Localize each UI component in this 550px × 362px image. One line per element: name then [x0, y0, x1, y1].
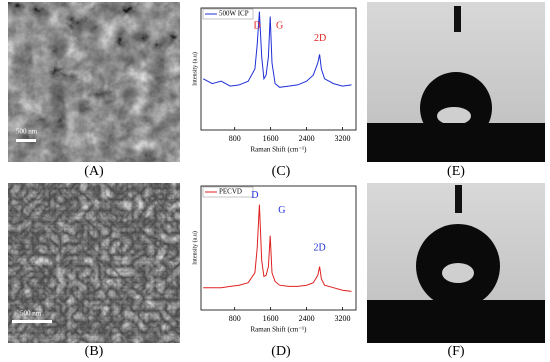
plot-frame — [200, 185, 357, 311]
needle — [455, 185, 462, 213]
substrate — [367, 123, 545, 162]
spectrum-line — [203, 204, 352, 292]
peak-label: G — [278, 205, 285, 216]
scale-bar — [12, 320, 52, 323]
x-tick-label: 2400 — [299, 314, 315, 323]
x-axis-label: Raman Shift (cm⁻¹) — [251, 146, 308, 154]
scale-label: 500 nm — [16, 128, 38, 136]
x-tick-label: 2400 — [299, 134, 315, 143]
substrate — [367, 300, 545, 343]
y-axis-label: Intensity (a.u) — [191, 231, 198, 265]
panel-label: (E) — [447, 164, 465, 179]
scale-bar — [16, 139, 36, 142]
legend-label: 500W ICP — [219, 10, 249, 18]
reflection — [442, 263, 474, 283]
peak-label: D — [251, 190, 258, 201]
panel-label: (C) — [272, 164, 291, 179]
panel-label: (A) — [84, 164, 104, 179]
needle — [454, 6, 461, 32]
legend-label: PECVD — [219, 188, 242, 196]
reflection — [437, 107, 471, 125]
peak-label: D — [254, 21, 261, 32]
peak-label: G — [276, 21, 283, 32]
panel-label: (D) — [271, 344, 291, 359]
scale-label: 500 nm — [20, 310, 42, 318]
spectrum-line — [202, 11, 352, 88]
plot-frame — [200, 7, 357, 131]
x-tick-label: 3200 — [335, 314, 351, 323]
sem-texture — [8, 2, 180, 162]
x-axis-label: Raman Shift (cm⁻¹) — [251, 326, 308, 334]
panel-label: (B) — [85, 344, 104, 359]
sem-texture — [8, 183, 180, 343]
legend-box — [202, 186, 254, 198]
y-axis-label: Intensity (a.u) — [191, 52, 198, 86]
x-tick-label: 800 — [229, 134, 241, 143]
x-tick-label: 3200 — [335, 134, 351, 143]
x-tick-label: 1600 — [263, 314, 279, 323]
panel-label: (F) — [447, 344, 464, 359]
peak-label: 2D — [314, 33, 326, 44]
legend-box — [202, 8, 254, 20]
x-tick-label: 800 — [229, 314, 241, 323]
peak-label: 2D — [313, 242, 325, 253]
x-tick-label: 1600 — [263, 134, 279, 143]
